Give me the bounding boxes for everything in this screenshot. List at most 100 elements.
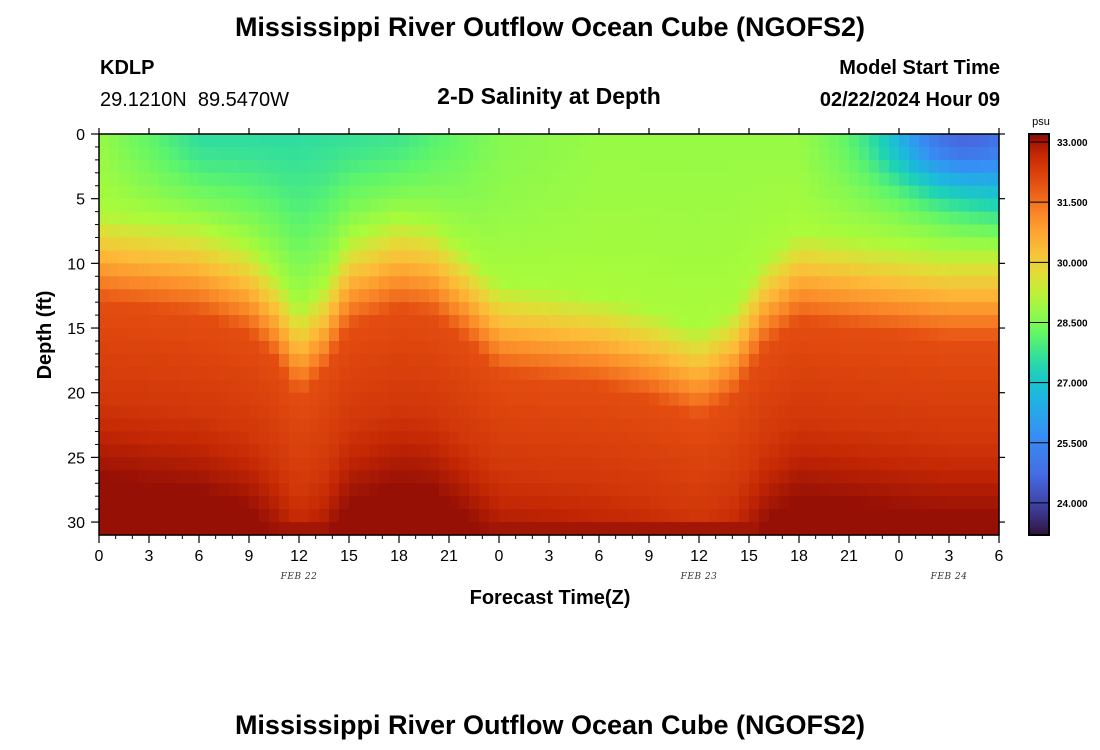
heatmap-cell	[579, 328, 590, 342]
heatmap-cell	[379, 483, 390, 497]
heatmap-cell	[589, 418, 600, 433]
heatmap-cell	[879, 379, 890, 394]
heatmap-cell	[369, 483, 380, 497]
heatmap-cell	[299, 496, 310, 510]
heatmap-cell	[199, 302, 210, 316]
heatmap-cell	[369, 198, 380, 213]
heatmap-cell	[129, 224, 140, 239]
heatmap-cell	[539, 509, 550, 523]
heatmap-cell	[859, 496, 870, 510]
heatmap-cell	[329, 159, 340, 174]
heatmap-cell	[649, 379, 660, 394]
heatmap-cell	[129, 496, 140, 510]
heatmap-cell	[619, 211, 630, 226]
heatmap-cell	[239, 289, 250, 303]
heatmap-cell	[789, 483, 800, 497]
heatmap-cell	[979, 211, 990, 226]
heatmap-cell	[349, 211, 360, 226]
heatmap-cell	[429, 211, 440, 226]
heatmap-cell	[899, 224, 910, 239]
heatmap-cell	[409, 237, 420, 252]
heatmap-cell	[829, 379, 840, 394]
heatmap-cell	[899, 328, 910, 342]
heatmap-cell	[359, 418, 370, 433]
heatmap-cell	[139, 237, 150, 252]
heatmap-cell	[489, 483, 500, 497]
heatmap-cell	[489, 185, 500, 200]
heatmap-cell	[539, 444, 550, 458]
heatmap-cell	[259, 522, 270, 536]
heatmap-cell	[499, 172, 510, 187]
heatmap-cell	[729, 366, 740, 381]
heatmap-cell	[939, 328, 950, 342]
heatmap-cell	[439, 250, 450, 264]
heatmap-cell	[719, 483, 730, 497]
heatmap-cell	[769, 289, 780, 303]
heatmap-cell	[519, 509, 530, 523]
heatmap-cell	[669, 431, 680, 446]
heatmap-cell	[499, 185, 510, 200]
heatmap-cell	[989, 366, 1000, 381]
heatmap-cell	[239, 353, 250, 368]
heatmap-cell	[669, 302, 680, 316]
heatmap-cell	[819, 224, 830, 239]
heatmap-cell	[319, 224, 330, 239]
heatmap-cell	[429, 328, 440, 342]
heatmap-cell	[299, 134, 310, 148]
heatmap-cell	[479, 185, 490, 200]
date-label: FEB 22	[280, 572, 318, 582]
heatmap-cell	[619, 276, 630, 290]
heatmap-cell	[479, 250, 490, 264]
heatmap-cell	[469, 302, 480, 316]
chart-subtitle: 2-D Salinity at Depth	[437, 83, 661, 109]
heatmap-cell	[339, 496, 350, 510]
heatmap-cell	[319, 392, 330, 407]
heatmap-cell	[99, 392, 110, 407]
heatmap-cell	[709, 444, 720, 458]
heatmap-cell	[749, 340, 760, 355]
heatmap-cell	[419, 302, 430, 316]
heatmap-cell	[789, 250, 800, 264]
heatmap-cell	[679, 198, 690, 213]
heatmap-cell	[149, 172, 160, 187]
heatmap-cell	[729, 289, 740, 303]
heatmap-cell	[139, 431, 150, 446]
heatmap-cell	[609, 405, 620, 420]
heatmap-cell	[759, 522, 770, 536]
heatmap-cell	[279, 340, 290, 355]
heatmap-cell	[969, 289, 980, 303]
heatmap-cell	[619, 457, 630, 471]
heatmap-cell	[969, 198, 980, 213]
heatmap-cell	[729, 496, 740, 510]
heatmap-cell	[289, 483, 300, 497]
heatmap-cell	[869, 522, 880, 536]
heatmap-cell	[799, 172, 810, 187]
heatmap-cell	[749, 172, 760, 187]
heatmap-cell	[819, 172, 830, 187]
heatmap-cell	[909, 263, 920, 277]
heatmap-cell	[989, 289, 1000, 303]
heatmap-cell	[659, 379, 670, 394]
heatmap-cell	[359, 185, 370, 200]
heatmap-cell	[669, 198, 680, 213]
heatmap-cell	[499, 340, 510, 355]
heatmap-cell	[949, 444, 960, 458]
heatmap-cell	[409, 198, 420, 213]
heatmap-cell	[409, 470, 420, 484]
heatmap-cell	[639, 418, 650, 433]
heatmap-cell	[749, 418, 760, 433]
heatmap-cell	[449, 353, 460, 368]
heatmap-cell	[919, 392, 930, 407]
heatmap-cell	[99, 315, 110, 329]
heatmap-cell	[119, 470, 130, 484]
heatmap-cell	[579, 211, 590, 226]
heatmap-cell	[429, 289, 440, 303]
heatmap-cell	[309, 392, 320, 407]
heatmap-cell	[819, 496, 830, 510]
heatmap-cell	[689, 444, 700, 458]
heatmap-cell	[139, 263, 150, 277]
heatmap-cell	[539, 134, 550, 148]
heatmap-cell	[209, 146, 220, 161]
heatmap-cell	[859, 237, 870, 252]
heatmap-cell	[129, 289, 140, 303]
